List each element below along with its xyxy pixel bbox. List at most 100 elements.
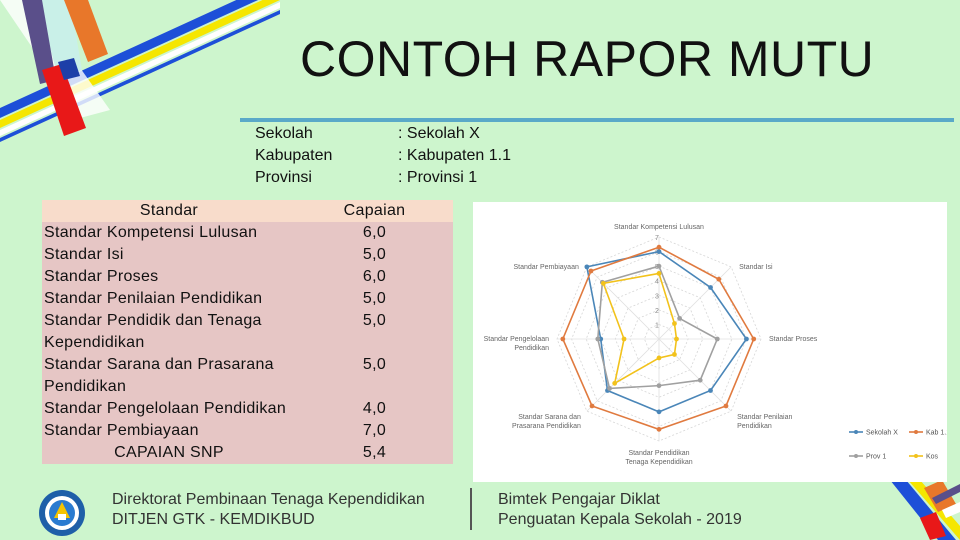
radar-data-point — [677, 315, 683, 321]
footer-right-line-2: Penguatan Kepala Sekolah - 2019 — [498, 511, 742, 528]
radar-data-point — [584, 264, 590, 270]
row-name: Standar Isi — [42, 244, 296, 266]
row-name: Standar Pengelolaan Pendidikan — [42, 398, 296, 420]
radar-data-point — [697, 377, 703, 383]
legend-swatch-dot — [914, 430, 918, 434]
radar-chart: 1 2 3 4 5 6 7 Standar Kompetensi Lulusan Standar… — [484, 224, 951, 466]
row-value: 7,0 — [296, 420, 453, 442]
radar-axis-label: Standar Isi — [739, 264, 773, 271]
info-label-kabupaten: Kabupaten — [255, 147, 333, 164]
radar-spoke — [586, 266, 660, 340]
radar-tick-label: 4 — [655, 279, 659, 286]
table-row: Standar Proses 6,0 — [42, 266, 453, 288]
radar-tick-label: 1 — [655, 322, 659, 329]
table-row: Standar Penilaian Pendidikan 5,0 — [42, 288, 453, 310]
row-value: 6,0 — [296, 266, 453, 288]
footer-right-line-1: Bimtek Pengajar Diklat — [498, 491, 660, 508]
radar-data-point — [656, 383, 662, 389]
table-row: Standar Pengelolaan Pendidikan 4,0 — [42, 398, 453, 420]
radar-axis-label: Standar Kompetensi Lulusan — [614, 224, 704, 231]
radar-data-point — [656, 409, 662, 415]
info-label-provinsi: Provinsi — [255, 169, 312, 186]
radar-axis-label: Standar Sarana dan Prasarana Pendidikan — [512, 414, 581, 430]
footer-right: Bimtek Pengajar Diklat Penguatan Kepala … — [498, 490, 742, 530]
footer-name: CAPAIAN SNP — [42, 442, 296, 464]
radar-data-point — [656, 263, 662, 269]
legend-swatch-dot — [854, 430, 858, 434]
radar-tick-label: 7 — [655, 235, 659, 242]
radar-data-point — [716, 276, 722, 282]
radar-data-point — [560, 336, 566, 342]
table-row: Standar Sarana dan Prasarana Pendidikan … — [42, 354, 453, 398]
radar-tick-label: 3 — [655, 293, 659, 300]
radar-series-line — [602, 272, 678, 385]
legend-swatch-dot — [914, 454, 918, 458]
radar-data-point — [589, 403, 595, 409]
header-standar: Standar — [42, 200, 296, 222]
info-labels: Sekolah Kabupaten Provinsi — [255, 123, 332, 189]
legend-label: Kos — [926, 454, 939, 461]
radar-chart-panel: 1 2 3 4 5 6 7 Standar Kompetensi Lulusan Standar… — [473, 202, 951, 482]
row-name: Standar Penilaian Pendidikan — [42, 288, 296, 310]
decorative-stripes-top-left — [0, 0, 280, 142]
table-row: Standar Kompetensi Lulusan 6,0 — [42, 222, 453, 244]
radar-data-point — [600, 280, 606, 286]
footer-left: Direktorat Pembinaan Tenaga Kependidikan… — [112, 490, 425, 530]
row-name: Standar Pembiayaan — [42, 420, 296, 442]
radar-axis-label: Standar Penilaian Pendidikan — [737, 414, 792, 430]
table-row: Standar Pendidik dan Tenaga Kependidikan… — [42, 310, 453, 354]
radar-tick-label: 6 — [655, 250, 659, 257]
title-divider — [240, 118, 954, 122]
radar-axis-label: Standar Proses — [769, 336, 818, 343]
kemdikbud-logo — [39, 490, 85, 536]
row-value: 5,0 — [296, 288, 453, 310]
info-values: : Sekolah X : Kabupaten 1.1 : Provinsi 1 — [398, 123, 511, 189]
row-value: 5,0 — [296, 244, 453, 266]
row-value: 6,0 — [296, 222, 453, 244]
info-value-provinsi: : Provinsi 1 — [398, 169, 478, 186]
legend-label: Prov 1 — [866, 454, 886, 461]
table-row: Standar Pembiayaan 7,0 — [42, 420, 453, 442]
footer-left-line-2: DITJEN GTK - KEMDIKBUD — [112, 511, 315, 528]
radar-axis-label: Standar Pengelolaan Pendidikan — [484, 336, 549, 352]
radar-tick-label: 5 — [655, 264, 659, 271]
radar-data-point — [708, 285, 713, 290]
radar-data-point — [656, 249, 662, 254]
radar-data-point — [588, 268, 594, 274]
info-value-kabupaten: : Kabupaten 1.1 — [398, 147, 511, 164]
radar-data-point — [656, 244, 662, 250]
radar-tick-label: 2 — [655, 308, 659, 315]
info-label-sekolah: Sekolah — [255, 125, 313, 142]
radar-data-point — [744, 336, 749, 342]
radar-data-point — [656, 426, 662, 432]
radar-data-point — [714, 336, 720, 342]
table-footer-row: CAPAIAN SNP 5,4 — [42, 442, 453, 464]
row-name: Standar Pendidik dan Tenaga Kependidikan — [42, 310, 296, 354]
radar-data-point — [656, 355, 662, 361]
radar-data-point — [708, 388, 713, 393]
footer-divider — [470, 488, 472, 530]
row-name: Standar Proses — [42, 266, 296, 288]
radar-axis-label: Standar Pembiayaan — [513, 264, 578, 271]
table-row: Standar Isi 5,0 — [42, 244, 453, 266]
radar-grid-ring — [600, 280, 718, 398]
radar-data-point — [674, 336, 679, 342]
radar-data-point — [621, 336, 627, 342]
radar-data-point — [672, 321, 677, 326]
row-value: 5,0 — [296, 354, 453, 398]
radar-data-point — [723, 403, 729, 409]
header-capaian: Capaian — [296, 200, 453, 222]
footer-value: 5,4 — [296, 442, 453, 464]
radar-data-point — [612, 380, 618, 386]
row-value: 5,0 — [296, 310, 453, 354]
radar-data-point — [656, 271, 662, 276]
standar-table: Standar Capaian Standar Kompetensi Lulus… — [42, 200, 453, 464]
radar-data-point — [751, 336, 757, 342]
radar-data-point — [607, 386, 612, 391]
radar-spoke — [658, 338, 732, 412]
radar-data-point — [672, 352, 677, 357]
info-value-sekolah: : Sekolah X — [398, 125, 480, 142]
row-name: Standar Sarana dan Prasarana Pendidikan — [42, 354, 296, 398]
radar-spoke — [586, 338, 660, 412]
row-name: Standar Kompetensi Lulusan — [42, 222, 296, 244]
